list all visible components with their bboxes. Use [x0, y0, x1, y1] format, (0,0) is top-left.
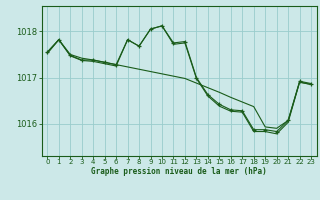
X-axis label: Graphe pression niveau de la mer (hPa): Graphe pression niveau de la mer (hPa) — [91, 167, 267, 176]
